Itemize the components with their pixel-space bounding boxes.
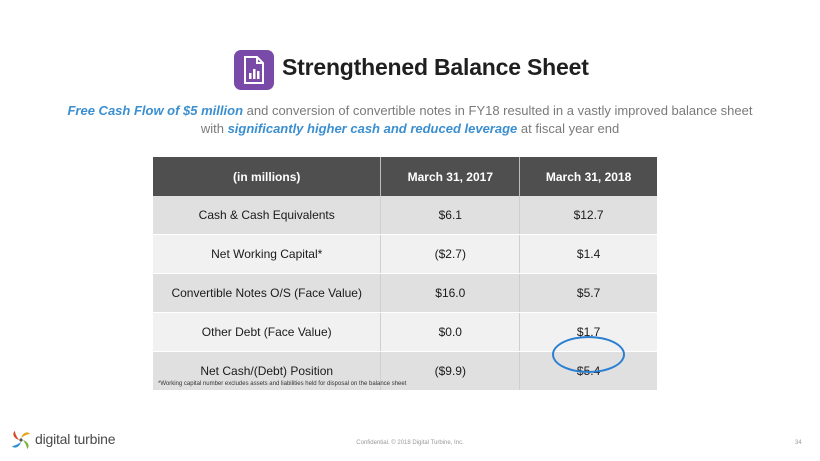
subtitle-prefix-2: with [200,121,228,136]
row-label: Net Working Capital* [153,234,382,274]
highlight-circle [552,336,625,373]
subtitle-line-1: Free Cash Flow of $5 million and convers… [0,102,820,120]
header-label: (in millions) [153,157,382,196]
logo-text: digital turbine [35,431,116,447]
table-row: Other Debt (Face Value) $0.0 $1.7 [153,312,657,352]
document-chart-icon [234,50,274,90]
turbine-logo-icon [12,431,30,449]
title-row: Strengthened Balance Sheet [0,50,820,94]
row-fy17: $0.0 [380,312,521,352]
row-fy18: $1.4 [519,234,657,274]
slide-title: Strengthened Balance Sheet [282,54,589,80]
header-fy17: March 31, 2017 [380,157,521,196]
table-row: Cash & Cash Equivalents $6.1 $12.7 [153,196,657,235]
company-logo: digital turbine [10,428,130,452]
subtitle-text-1: and conversion of convertible notes in F… [243,103,753,118]
row-label: Net Cash/(Debt) Position [153,351,382,391]
row-label: Other Debt (Face Value) [153,312,382,352]
row-fy17: ($2.7) [380,234,521,274]
row-fy18: $1.7 [519,312,657,352]
row-fy17: ($9.9) [380,351,521,391]
page-number: 34 [795,440,802,446]
confidential-notice: Confidential. © 2018 Digital Turbine, In… [356,440,464,446]
row-fy18: $5.7 [519,273,657,313]
row-fy17: $6.1 [380,196,521,235]
table-header-row: (in millions) March 31, 2017 March 31, 2… [153,157,657,196]
row-fy17: $16.0 [380,273,521,313]
footnote: *Working capital number excludes assets … [158,381,407,387]
subtitle-highlight-2: significantly higher cash and reduced le… [227,121,518,136]
header-fy18: March 31, 2018 [519,157,657,196]
table-row: Net Working Capital* ($2.7) $1.4 [153,234,657,274]
subtitle-line-2: with significantly higher cash and reduc… [0,120,820,138]
row-label: Cash & Cash Equivalents [153,196,382,235]
row-label: Convertible Notes O/S (Face Value) [153,273,382,313]
subtitle-text-2: at fiscal year end [517,121,620,136]
subtitle-highlight-1: Free Cash Flow of $5 million [67,103,244,118]
row-fy18: $12.7 [519,196,657,235]
slide-subtitle: Free Cash Flow of $5 million and convers… [0,102,820,138]
table-row: Convertible Notes O/S (Face Value) $16.0… [153,273,657,313]
